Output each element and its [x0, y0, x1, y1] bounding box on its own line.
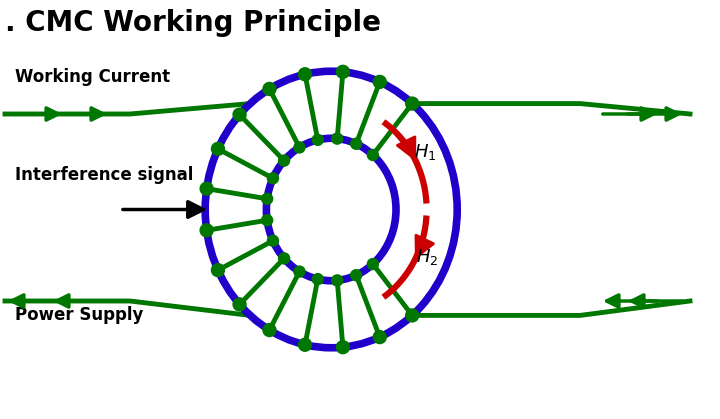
Circle shape [261, 215, 273, 226]
Text: $H_1$: $H_1$ [414, 142, 436, 162]
Circle shape [299, 338, 312, 351]
Circle shape [279, 253, 289, 264]
Circle shape [336, 65, 349, 78]
Text: . CMC Working Principle: . CMC Working Principle [5, 9, 381, 37]
Circle shape [405, 97, 418, 110]
Circle shape [294, 266, 305, 277]
Circle shape [279, 155, 289, 166]
Circle shape [332, 133, 343, 144]
Circle shape [233, 108, 246, 121]
Circle shape [212, 142, 225, 155]
Text: Power Supply: Power Supply [15, 306, 143, 324]
Text: Interference signal: Interference signal [15, 166, 194, 184]
Circle shape [351, 270, 361, 281]
Circle shape [373, 75, 386, 88]
Circle shape [294, 142, 305, 153]
Circle shape [312, 274, 323, 285]
Circle shape [261, 193, 273, 204]
Circle shape [367, 259, 379, 269]
Circle shape [367, 150, 379, 160]
Circle shape [263, 323, 276, 336]
Text: Working Current: Working Current [15, 68, 170, 86]
Circle shape [405, 309, 418, 322]
Circle shape [200, 224, 213, 237]
Circle shape [332, 275, 343, 286]
Circle shape [263, 83, 276, 96]
Circle shape [336, 341, 349, 354]
Text: $H_2$: $H_2$ [416, 247, 438, 266]
Circle shape [212, 264, 225, 277]
Circle shape [373, 331, 386, 344]
Circle shape [233, 298, 246, 311]
Circle shape [200, 182, 213, 195]
Circle shape [351, 138, 361, 149]
Circle shape [267, 235, 279, 246]
Circle shape [299, 68, 312, 81]
Circle shape [312, 134, 323, 145]
Circle shape [267, 173, 279, 184]
